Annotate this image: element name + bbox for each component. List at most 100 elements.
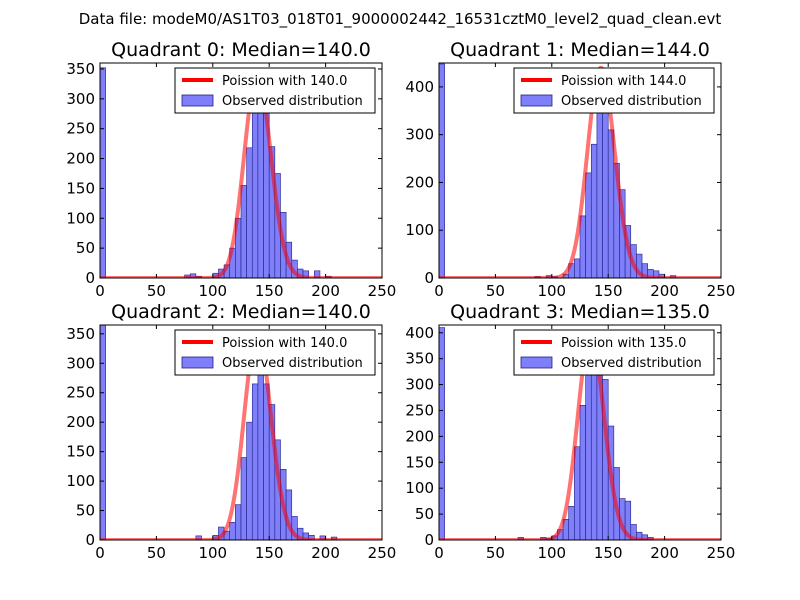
x-tick-label: 200	[311, 282, 340, 300]
y-tick-label: 350	[405, 350, 434, 368]
poisson-fit-line	[100, 72, 382, 278]
histogram-bar	[229, 522, 236, 540]
quadrant-3-axes-frame	[438, 324, 722, 541]
y-tick-label: 50	[76, 502, 95, 520]
quadrant-2-title: Quadrant 2: Median=140.0	[111, 301, 371, 323]
histogram-bar	[251, 383, 259, 540]
y-tick-label: 200	[405, 427, 434, 445]
x-tick-label: 100	[537, 282, 566, 300]
y-tick-label: 300	[66, 90, 95, 108]
poisson-fit-line	[439, 333, 721, 540]
y-tick-label: 250	[66, 384, 95, 402]
y-tick-label: 0	[424, 531, 434, 549]
legend-bar-label: Observed distribution	[561, 356, 702, 371]
histogram-bar	[596, 112, 603, 278]
legend-bar-swatch	[181, 356, 214, 369]
x-tick-label: 100	[198, 544, 227, 562]
quadrant-0-axes-frame	[99, 62, 383, 279]
quadrant-3-title: Quadrant 3: Median=135.0	[450, 301, 710, 323]
y-tick-label: 200	[66, 413, 95, 431]
quadrant-0-panel: Quadrant 0: Median=140.0 0 50 100 150 200 250 0…	[66, 39, 396, 300]
y-tick-label: 100	[66, 472, 95, 490]
x-tick-label: 250	[368, 282, 397, 300]
histogram-bar	[574, 258, 581, 278]
legend-line-label: Poission with 144.0	[561, 74, 686, 89]
histogram-bar	[257, 362, 264, 540]
histogram-bar	[585, 172, 592, 278]
legend-bar-label: Observed distribution	[222, 94, 363, 109]
histogram-bar	[574, 446, 581, 540]
legend-bar-label: Observed distribution	[561, 94, 702, 109]
histogram-bar	[240, 457, 247, 540]
quadrant-2-plot-area	[100, 325, 382, 540]
y-tick-label: 0	[85, 531, 95, 549]
y-tick-label: 300	[405, 376, 434, 394]
quadrant-0-title: Quadrant 0: Median=140.0	[111, 39, 371, 61]
x-tick-label: 150	[594, 544, 623, 562]
histogram-bar	[302, 270, 309, 278]
x-tick-label: 200	[650, 282, 679, 300]
histogram-bar	[100, 325, 106, 540]
histogram-bar	[590, 143, 598, 278]
x-tick-label: 200	[650, 544, 679, 562]
histogram-bar	[439, 63, 445, 278]
x-tick-label: 50	[486, 282, 505, 300]
x-tick-label: 250	[368, 544, 397, 562]
x-tick-label: 150	[594, 282, 623, 300]
y-tick-label: 50	[76, 239, 95, 257]
panels: Quadrant 0: Median=140.0 0 50 100 150 200 250 0…	[66, 39, 735, 562]
y-tick-label: 0	[424, 269, 434, 287]
y-tick-label: 400	[405, 78, 434, 96]
x-tick-label: 0	[95, 544, 105, 562]
y-tick-label: 50	[415, 505, 434, 523]
legend-box	[174, 67, 376, 114]
legend-line-label: Poission with 140.0	[222, 336, 347, 351]
x-tick-label: 0	[434, 282, 444, 300]
histogram-bar	[246, 147, 253, 278]
x-tick-label: 250	[707, 282, 736, 300]
y-tick-label: 100	[66, 209, 95, 227]
x-tick-label: 100	[537, 544, 566, 562]
legend-bar-swatch	[181, 94, 214, 107]
legend-bar-label: Observed distribution	[222, 356, 363, 371]
legend-bar-swatch	[520, 356, 553, 369]
figure-title: Data file: modeM0/AS1T03_018T01_90000024…	[79, 10, 722, 29]
histogram-bar	[439, 327, 445, 540]
x-tick-label: 50	[147, 282, 166, 300]
quadrant-3-panel: Quadrant 3: Median=135.0 0 50 100 150 200 250 0…	[405, 301, 735, 562]
poisson-fit-line	[100, 331, 382, 540]
y-tick-label: 150	[405, 453, 434, 471]
quadrant-1-axes-frame	[438, 62, 722, 279]
x-tick-label: 50	[147, 544, 166, 562]
y-tick-label: 100	[405, 479, 434, 497]
x-tick-label: 0	[434, 544, 444, 562]
histogram-bar	[246, 421, 253, 540]
histogram-bar	[568, 506, 575, 540]
histogram-bar	[100, 67, 106, 278]
x-tick-label: 150	[255, 544, 284, 562]
legend-bar-swatch	[520, 94, 553, 107]
histogram-bar	[585, 358, 592, 540]
quadrant-1-plot-area	[439, 63, 721, 278]
x-tick-label: 250	[707, 544, 736, 562]
y-tick-label: 250	[405, 401, 434, 419]
x-tick-label: 0	[95, 282, 105, 300]
y-tick-label: 150	[66, 443, 95, 461]
poisson-fit-line	[439, 65, 721, 278]
y-tick-label: 350	[66, 60, 95, 78]
x-tick-label: 100	[198, 282, 227, 300]
x-tick-label: 200	[311, 544, 340, 562]
quadrant-1-panel: Quadrant 1: Median=144.0 0 50 100 150 200 250 0…	[405, 39, 735, 300]
quadrant-1-legend: Poission with 144.0 Observed distribution	[513, 67, 715, 114]
legend-line-label: Poission with 135.0	[561, 336, 686, 351]
x-tick-label: 150	[255, 282, 284, 300]
y-tick-label: 300	[405, 126, 434, 144]
y-tick-label: 100	[405, 221, 434, 239]
quadrant-0-legend: Poission with 140.0 Observed distribution	[174, 67, 376, 114]
histogram-bar	[251, 104, 259, 278]
y-tick-label: 200	[66, 150, 95, 168]
histogram-bar	[314, 270, 321, 278]
histogram-bar	[240, 185, 247, 278]
histogram-bar	[235, 504, 242, 540]
